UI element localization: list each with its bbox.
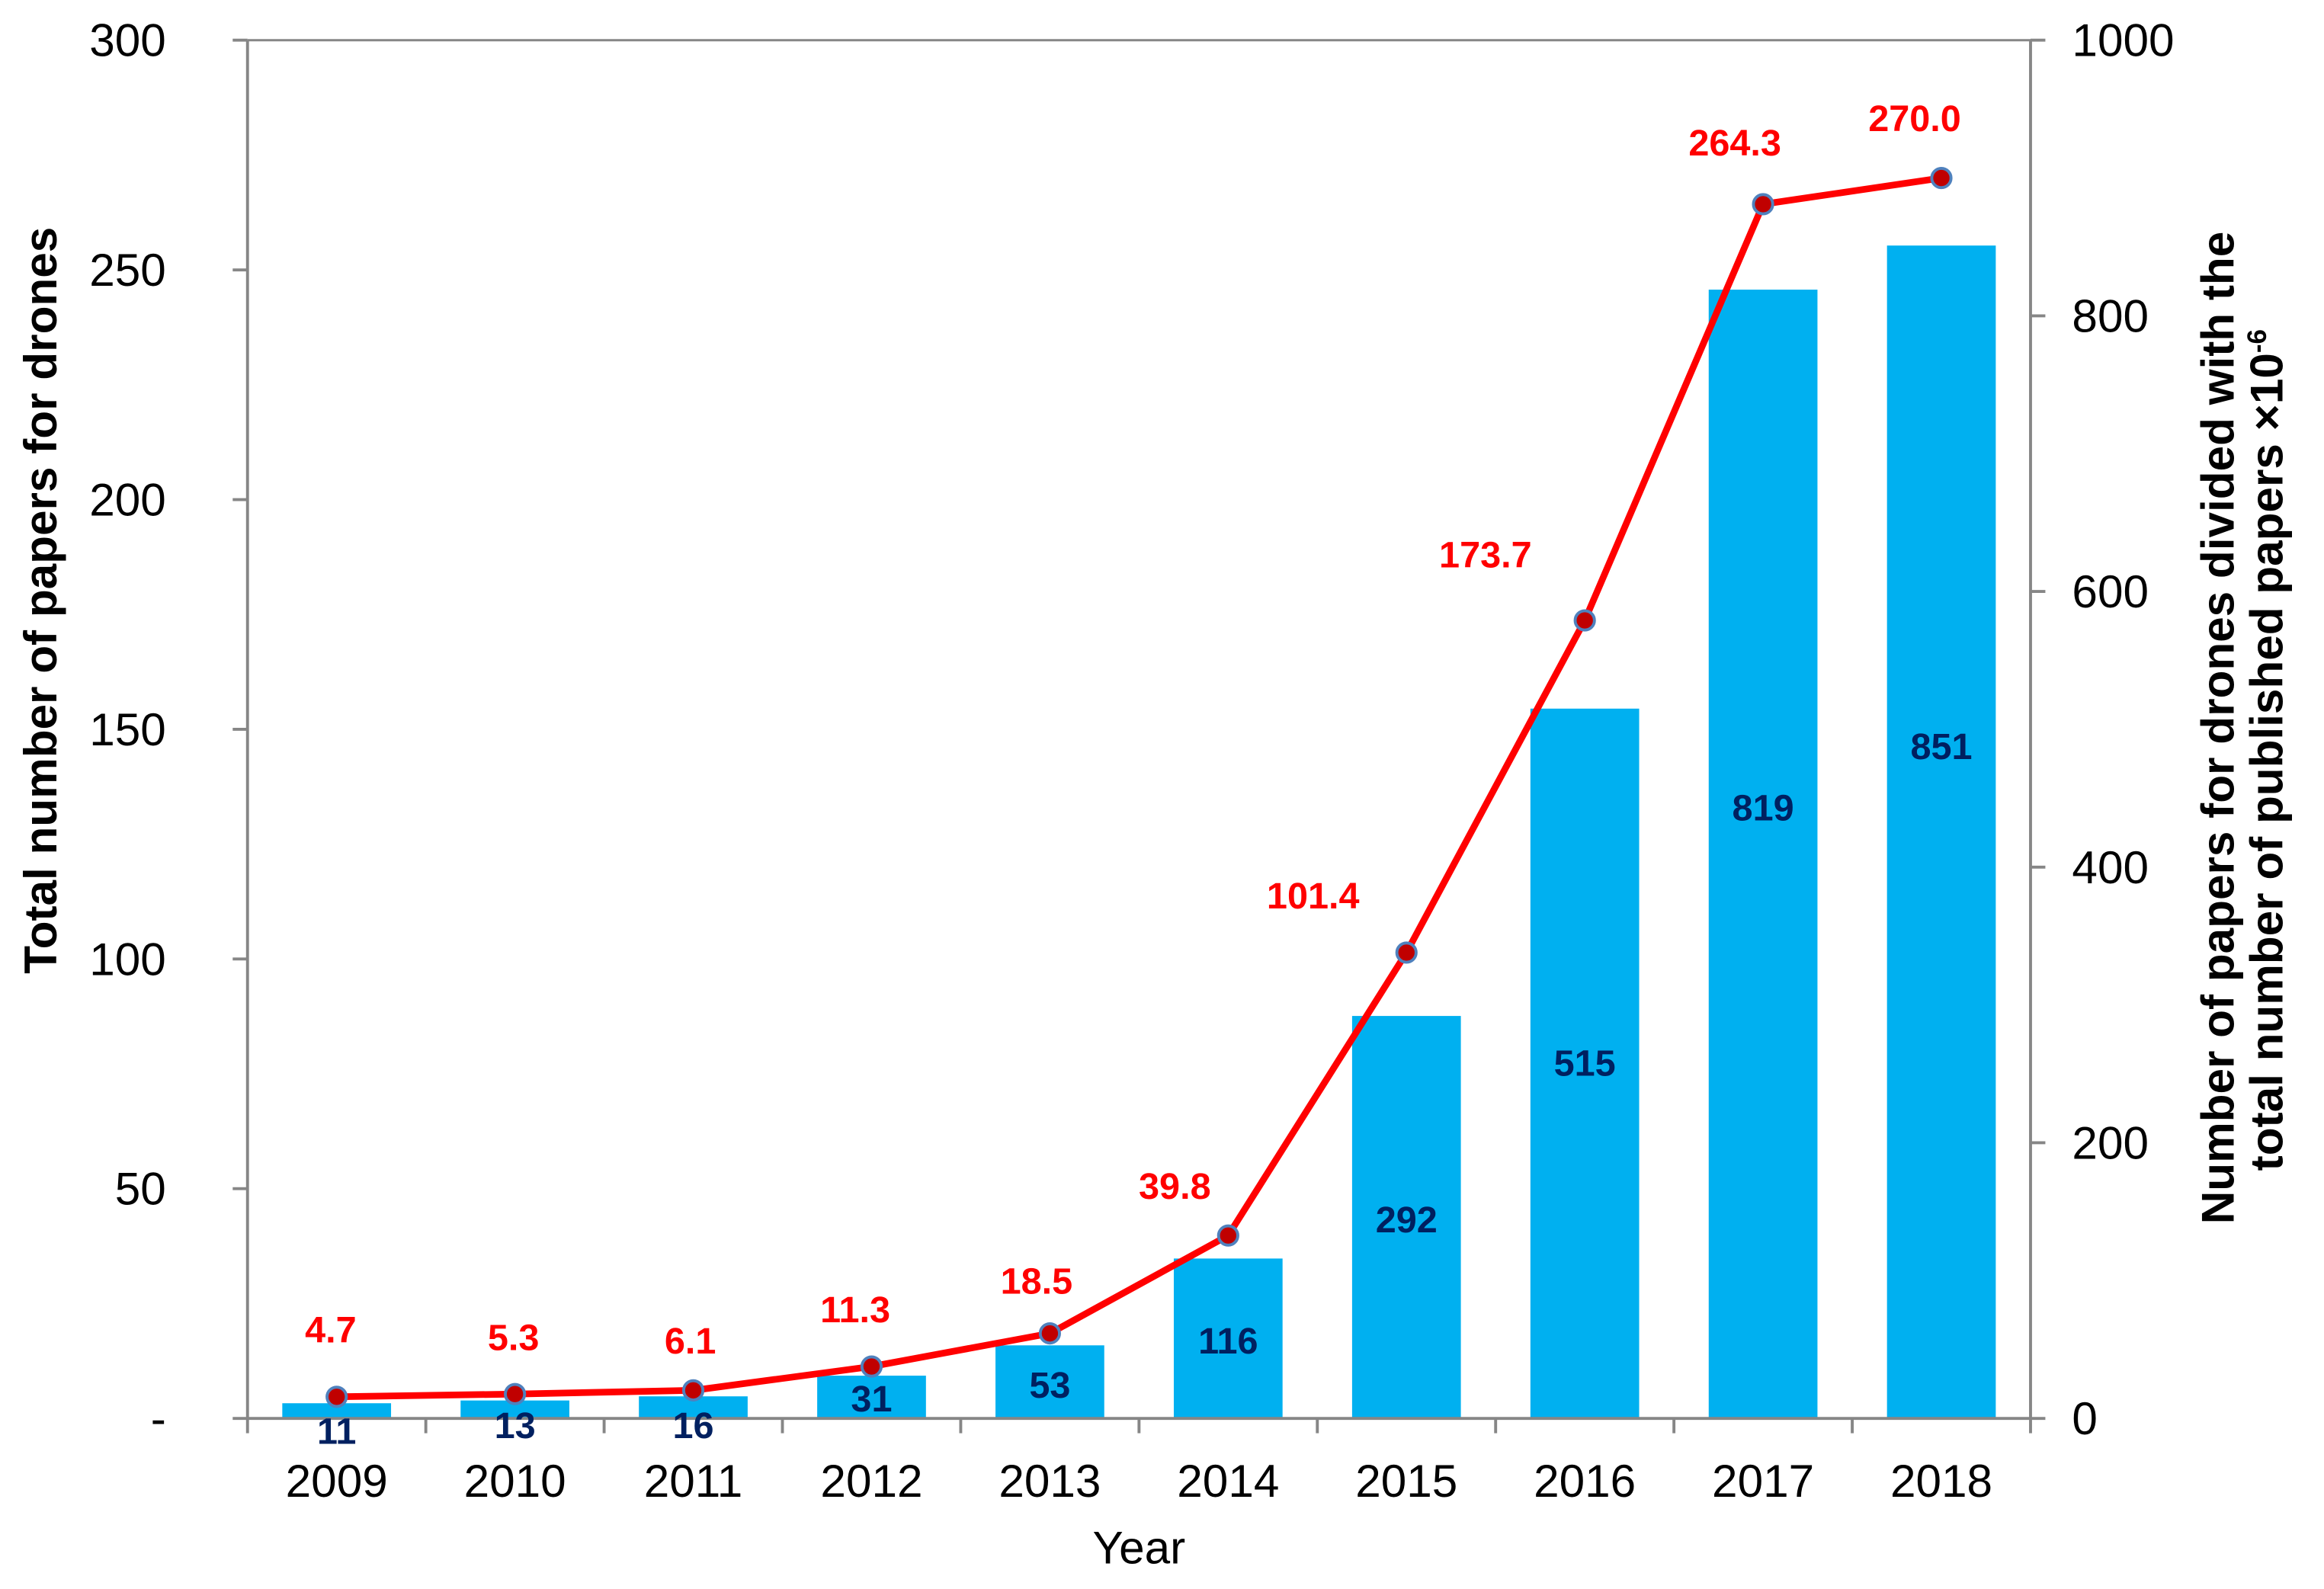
x-axis-tick-label: 2010 (464, 1455, 566, 1507)
bar-2014 (1173, 1258, 1283, 1419)
axes: - 50 100 150 200 250 300 0 200 400 600 800 1000 2009 2… (89, 14, 2174, 1507)
ratio-point-2014 (1216, 1224, 1239, 1247)
ratio-point-2017 (1752, 193, 1774, 216)
left-axis-tick-label: 100 (89, 933, 166, 985)
ratio-value-label-2010: 5.3 (488, 1317, 540, 1358)
x-axis-tick-label: 2016 (1534, 1455, 1636, 1507)
x-axis-title: Year (1092, 1522, 1185, 1574)
ratio-point-2018 (1930, 166, 1953, 190)
right-axis-tick-label: 800 (2072, 290, 2149, 341)
x-axis-tick-label: 2012 (820, 1455, 922, 1507)
bar-value-label-2013: 53 (1029, 1365, 1070, 1406)
bar-2012 (817, 1376, 926, 1419)
line-series (325, 166, 1953, 1408)
right-axis-tick-label: 200 (2072, 1116, 2149, 1168)
right-axis-title-text-2: total number of published papers ×10 (2241, 353, 2293, 1171)
ratio-point-2015 (1395, 941, 1418, 964)
right-axis-tick-label: 0 (2072, 1392, 2098, 1444)
right-axis-title-text-1: Number of papers for drones divided with… (2191, 232, 2243, 1225)
ratio-value-label-2018: 270.0 (1868, 98, 1961, 139)
bar-value-label-2018: 851 (1910, 726, 1972, 767)
ratio-point-2013 (1038, 1322, 1061, 1345)
ratio-value-label-2017: 264.3 (1688, 123, 1781, 164)
ratio-value-label-2009: 4.7 (305, 1309, 357, 1350)
left-axis-tick-label: 200 (89, 474, 166, 526)
x-axis-tick-label: 2009 (286, 1455, 388, 1507)
bar-value-label-2014: 116 (1198, 1321, 1258, 1362)
bar-2009 (282, 1403, 392, 1419)
x-axis-tick-label: 2015 (1355, 1455, 1457, 1507)
ratio-value-label-2012: 11.3 (820, 1289, 890, 1331)
bar-2016 (1530, 708, 1640, 1419)
ratio-line (333, 175, 1945, 1401)
bar-2017 (1708, 290, 1818, 1419)
bar-series (282, 245, 1996, 1419)
x-axis-tick-label: 2013 (999, 1455, 1101, 1507)
ratio-value-label-2015: 101.4 (1267, 876, 1360, 917)
left-axis-title: Total number of papers for drones (14, 227, 66, 974)
bar-2010 (460, 1400, 569, 1419)
ratio-point-2010 (504, 1382, 527, 1405)
bar-value-label-2010: 13 (495, 1405, 536, 1446)
right-axis-title-line-2: total number of published papers ×10-6 (2241, 329, 2293, 1171)
right-axis-tick-label: 1000 (2072, 14, 2174, 66)
ratio-point-2009 (325, 1386, 348, 1408)
ratio-value-label-2014: 39.8 (1139, 1166, 1211, 1207)
right-axis-title-superscript: -6 (2242, 329, 2272, 353)
bar-value-label-2015: 292 (1376, 1200, 1438, 1241)
left-axis-tick-label: 250 (89, 244, 166, 296)
ratio-point-2012 (860, 1355, 883, 1378)
bar-value-label-2009: 11 (317, 1411, 356, 1452)
bar-2015 (1351, 1016, 1461, 1419)
line-value-labels: 4.7 5.3 6.1 11.3 18.5 39.8 101.4 173.7 264.3 270.… (305, 98, 1961, 1362)
x-axis-tick-label: 2011 (644, 1455, 743, 1507)
right-axis-tick-label: 600 (2072, 565, 2149, 617)
bar-value-labels: 11 13 16 31 53 116 292 515 819 851 (317, 726, 1973, 1453)
right-axis-title-line-1: Number of papers for drones divided with… (2191, 232, 2243, 1225)
ratio-value-label-2013: 18.5 (1001, 1261, 1073, 1302)
bar-value-label-2011: 16 (673, 1405, 714, 1446)
left-axis-tick-label: 50 (115, 1163, 166, 1215)
left-axis-tick-label: 150 (89, 703, 166, 755)
bar-value-label-2017: 819 (1733, 787, 1794, 828)
ratio-point-2011 (681, 1379, 705, 1402)
ratio-value-label-2011: 6.1 (665, 1321, 716, 1362)
bar-2013 (995, 1345, 1104, 1419)
x-axis-tick-label: 2018 (1890, 1455, 1992, 1507)
ratio-point-2016 (1573, 609, 1596, 632)
bar-value-label-2012: 31 (851, 1379, 892, 1420)
x-axis-tick-label: 2017 (1712, 1455, 1814, 1507)
left-axis-tick-label: - (151, 1392, 166, 1444)
left-axis-tick-label: 300 (89, 14, 166, 66)
x-axis-tick-label: 2014 (1177, 1455, 1279, 1507)
right-axis-tick-label: 400 (2072, 841, 2149, 893)
ratio-value-label-2016: 173.7 (1439, 535, 1532, 576)
bar-value-label-2016: 515 (1554, 1043, 1616, 1084)
bar-2018 (1886, 245, 1996, 1419)
